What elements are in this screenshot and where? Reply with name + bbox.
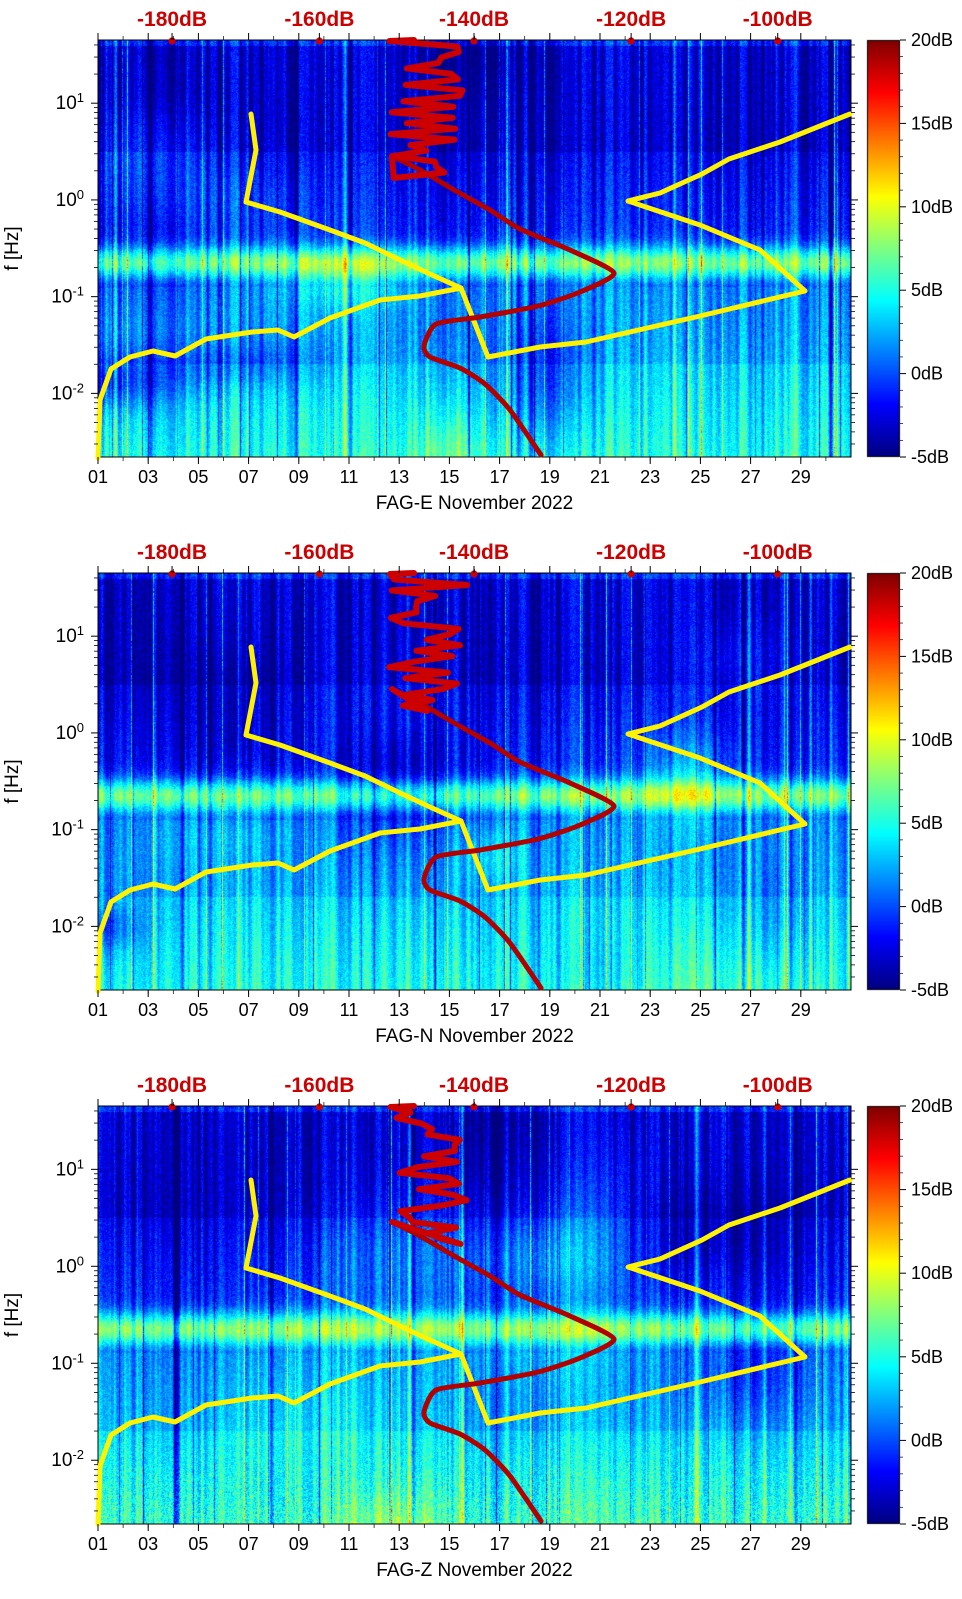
svg-text:FAG-Z November 2022: FAG-Z November 2022	[376, 1560, 572, 1581]
svg-text:21: 21	[590, 1534, 610, 1554]
svg-text:0dB: 0dB	[911, 1430, 943, 1450]
svg-text:f [Hz]: f [Hz]	[2, 226, 23, 270]
svg-text:09: 09	[289, 467, 309, 487]
svg-text:20dB: 20dB	[911, 563, 953, 583]
svg-text:25: 25	[690, 1534, 710, 1554]
svg-text:-5dB: -5dB	[911, 980, 949, 1000]
svg-text:20dB: 20dB	[911, 30, 953, 50]
svg-text:-140dB: -140dB	[439, 541, 509, 564]
svg-text:10-1: 10-1	[51, 816, 84, 841]
svg-text:11: 11	[340, 1534, 359, 1554]
svg-text:-140dB: -140dB	[439, 1074, 509, 1097]
svg-text:10-2: 10-2	[51, 1447, 84, 1472]
svg-text:5dB: 5dB	[911, 1347, 943, 1367]
svg-text:05: 05	[188, 1534, 208, 1554]
svg-text:-120dB: -120dB	[596, 541, 666, 564]
svg-text:101: 101	[56, 1156, 84, 1181]
svg-text:23: 23	[640, 467, 660, 487]
svg-text:19: 19	[540, 1000, 560, 1020]
svg-text:15dB: 15dB	[911, 113, 953, 133]
svg-text:09: 09	[289, 1534, 309, 1554]
svg-text:01: 01	[88, 467, 108, 487]
svg-text:101: 101	[56, 623, 84, 648]
svg-text:13: 13	[389, 467, 409, 487]
svg-text:-100dB: -100dB	[743, 8, 813, 31]
svg-text:0dB: 0dB	[911, 897, 943, 917]
svg-text:20dB: 20dB	[911, 1096, 953, 1116]
svg-text:5dB: 5dB	[911, 280, 943, 300]
svg-text:10dB: 10dB	[911, 730, 953, 750]
svg-text:FAG-E November 2022: FAG-E November 2022	[376, 493, 573, 514]
svg-text:03: 03	[138, 1000, 158, 1020]
svg-text:27: 27	[741, 1000, 761, 1020]
svg-text:-160dB: -160dB	[284, 1074, 354, 1097]
svg-text:01: 01	[88, 1000, 108, 1020]
svg-text:13: 13	[389, 1534, 409, 1554]
svg-text:15: 15	[439, 1000, 459, 1020]
svg-text:10-1: 10-1	[51, 283, 84, 308]
svg-text:10-2: 10-2	[51, 913, 84, 938]
svg-text:100: 100	[56, 186, 84, 211]
svg-text:07: 07	[239, 1000, 259, 1020]
svg-text:15: 15	[439, 467, 459, 487]
svg-text:-120dB: -120dB	[596, 8, 666, 31]
svg-text:05: 05	[188, 1000, 208, 1020]
svg-text:15dB: 15dB	[911, 646, 953, 666]
svg-text:100: 100	[56, 719, 84, 744]
svg-text:10-1: 10-1	[51, 1350, 84, 1375]
svg-text:19: 19	[540, 1534, 560, 1554]
svg-text:27: 27	[741, 1534, 761, 1554]
svg-text:01: 01	[88, 1534, 108, 1554]
svg-text:5dB: 5dB	[911, 813, 943, 833]
svg-text:13: 13	[389, 1000, 409, 1020]
svg-text:15: 15	[439, 1534, 459, 1554]
svg-text:-140dB: -140dB	[439, 8, 509, 31]
svg-text:-100dB: -100dB	[743, 1074, 813, 1097]
svg-text:15dB: 15dB	[911, 1180, 953, 1200]
svg-text:17: 17	[490, 1534, 510, 1554]
svg-text:-160dB: -160dB	[284, 541, 354, 564]
svg-text:101: 101	[56, 90, 84, 115]
svg-text:03: 03	[138, 1534, 158, 1554]
svg-text:f [Hz]: f [Hz]	[2, 759, 23, 803]
svg-text:07: 07	[239, 1534, 259, 1554]
svg-text:11: 11	[340, 467, 359, 487]
svg-text:f [Hz]: f [Hz]	[2, 1293, 23, 1337]
svg-text:19: 19	[540, 467, 560, 487]
svg-text:-180dB: -180dB	[137, 8, 207, 31]
svg-text:23: 23	[640, 1534, 660, 1554]
svg-text:21: 21	[590, 1000, 610, 1020]
svg-text:17: 17	[490, 467, 510, 487]
svg-text:25: 25	[690, 467, 710, 487]
svg-text:-100dB: -100dB	[743, 541, 813, 564]
svg-text:23: 23	[640, 1000, 660, 1020]
svg-text:0dB: 0dB	[911, 364, 943, 384]
svg-text:-180dB: -180dB	[137, 1074, 207, 1097]
svg-text:100: 100	[56, 1253, 84, 1278]
svg-text:27: 27	[741, 467, 761, 487]
svg-text:17: 17	[490, 1000, 510, 1020]
svg-text:29: 29	[791, 467, 811, 487]
svg-text:10dB: 10dB	[911, 197, 953, 217]
svg-text:-5dB: -5dB	[911, 447, 949, 467]
svg-text:-160dB: -160dB	[284, 8, 354, 31]
svg-text:10dB: 10dB	[911, 1263, 953, 1283]
svg-text:FAG-N November 2022: FAG-N November 2022	[375, 1026, 574, 1047]
svg-text:11: 11	[340, 1000, 359, 1020]
svg-text:05: 05	[188, 467, 208, 487]
svg-text:-180dB: -180dB	[137, 541, 207, 564]
svg-text:07: 07	[239, 467, 259, 487]
svg-text:21: 21	[590, 467, 610, 487]
svg-text:29: 29	[791, 1534, 811, 1554]
svg-text:03: 03	[138, 467, 158, 487]
svg-text:25: 25	[690, 1000, 710, 1020]
svg-text:-5dB: -5dB	[911, 1514, 949, 1534]
svg-text:-120dB: -120dB	[596, 1074, 666, 1097]
svg-text:09: 09	[289, 1000, 309, 1020]
svg-text:10-2: 10-2	[51, 380, 84, 405]
svg-text:29: 29	[791, 1000, 811, 1020]
